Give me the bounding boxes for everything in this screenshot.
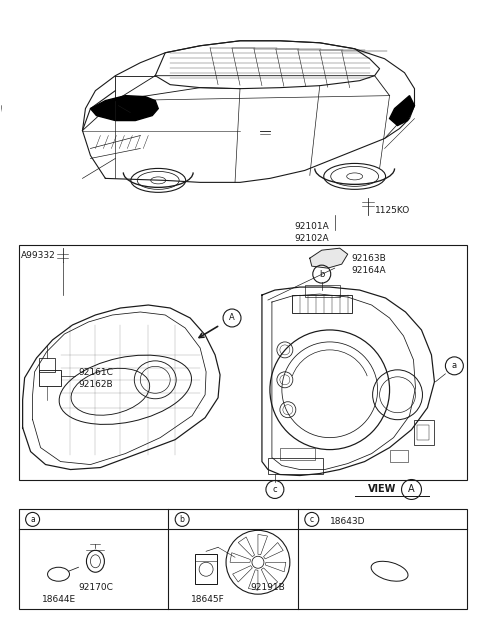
Text: 18645F: 18645F xyxy=(191,595,225,603)
Text: A99332: A99332 xyxy=(21,251,55,260)
Bar xyxy=(195,554,217,584)
Text: b: b xyxy=(319,270,324,278)
Text: 18643D: 18643D xyxy=(330,517,365,526)
Bar xyxy=(292,295,352,313)
Text: 92161C: 92161C xyxy=(78,368,113,378)
Text: c: c xyxy=(310,515,314,524)
Polygon shape xyxy=(90,95,158,120)
Bar xyxy=(305,285,340,297)
Bar xyxy=(38,370,60,386)
Text: 92102A: 92102A xyxy=(295,234,329,243)
Text: 92164A: 92164A xyxy=(352,266,386,275)
Text: 92191B: 92191B xyxy=(251,583,285,592)
Text: 92170C: 92170C xyxy=(78,583,113,592)
Bar xyxy=(280,447,315,459)
Bar xyxy=(390,450,408,462)
Text: 92162B: 92162B xyxy=(78,380,113,389)
Text: 1125KO: 1125KO xyxy=(374,206,410,215)
Text: A: A xyxy=(408,484,415,494)
Bar xyxy=(19,509,468,609)
Polygon shape xyxy=(310,248,348,268)
Bar xyxy=(418,425,430,440)
Text: c: c xyxy=(273,485,277,494)
Polygon shape xyxy=(390,95,415,125)
Text: 18644E: 18644E xyxy=(41,595,75,603)
Bar xyxy=(415,420,434,445)
Text: a: a xyxy=(30,515,35,524)
Text: b: b xyxy=(180,515,185,524)
Text: VIEW: VIEW xyxy=(368,484,396,494)
Text: A: A xyxy=(229,313,235,323)
Text: a: a xyxy=(452,361,457,370)
Bar xyxy=(38,358,55,372)
Text: 92163B: 92163B xyxy=(352,254,386,263)
Bar xyxy=(268,457,323,474)
Text: 92101A: 92101A xyxy=(295,222,330,231)
Bar xyxy=(19,245,468,479)
